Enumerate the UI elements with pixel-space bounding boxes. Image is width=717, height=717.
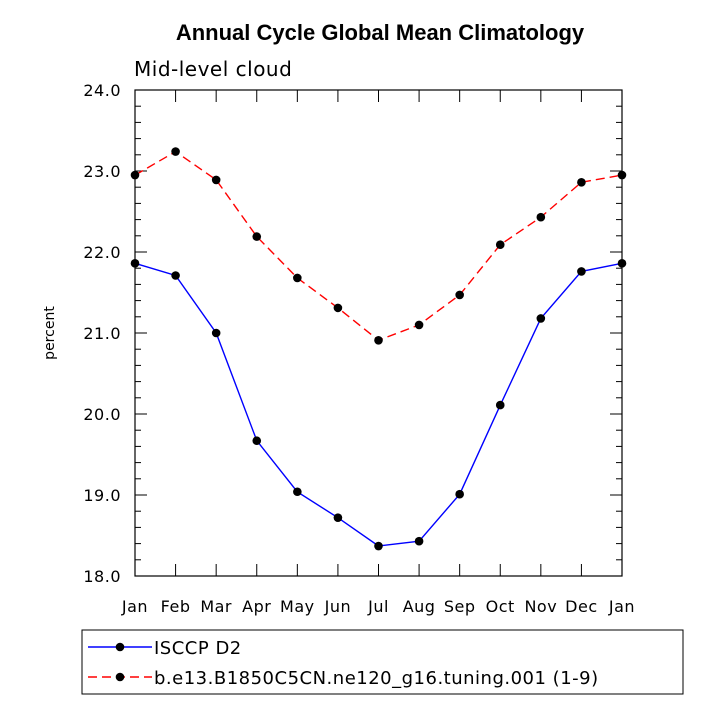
y-tick-label: 24.0 [83, 81, 121, 100]
x-tick-label: Jul [367, 597, 389, 616]
data-point [536, 212, 546, 222]
data-point [211, 175, 221, 185]
data-point [171, 147, 180, 156]
data-point [252, 232, 262, 241]
legend-marker [115, 642, 125, 652]
x-tick-label: Apr [242, 597, 271, 616]
data-point [293, 273, 302, 283]
legend-box [81, 629, 684, 695]
y-tick-label: 18.0 [83, 567, 121, 586]
data-point [455, 489, 464, 499]
data-point [414, 320, 424, 330]
data-point [536, 314, 546, 323]
legend-marker [115, 672, 125, 682]
x-tick-label: May [280, 597, 315, 616]
data-point [293, 487, 302, 497]
data-point [333, 513, 343, 522]
x-tick-label: Feb [161, 597, 191, 616]
data-point [495, 400, 505, 410]
data-point [374, 541, 383, 551]
x-tick-label: Mar [200, 597, 232, 616]
data-point [211, 328, 221, 338]
series-line-2 [134, 150, 623, 342]
plot-area: 18.0 19.0 20.0 21.0 22.0 23.0 24.0 Jan Feb Mar Apr… [83, 81, 635, 616]
x-tick-label: Jan [121, 597, 148, 616]
x-tick-label: Oct [486, 597, 515, 616]
legend-label-2: b.e13.B1850C5CN.ne120_g16.tuning.001 (1-… [154, 668, 599, 689]
data-point [374, 335, 383, 345]
data-point [414, 536, 424, 546]
data-point [577, 267, 586, 276]
data-point [333, 303, 343, 313]
y-tick-label: 21.0 [83, 324, 121, 343]
legend-label-1: ISCCP D2 [154, 638, 242, 659]
data-point [617, 170, 627, 180]
data-point [617, 259, 627, 268]
data-point [130, 259, 140, 268]
data-point [455, 290, 464, 300]
plot-frame [134, 89, 623, 577]
y-tick-label: 22.0 [83, 243, 121, 262]
x-tick-label: Nov [524, 597, 557, 616]
x-tick-label: Dec [565, 597, 597, 616]
data-point [577, 178, 586, 187]
chart-subtitle: Mid-level cloud [134, 57, 292, 81]
x-tick-label: Jan [608, 597, 635, 616]
y-tick-label: 23.0 [83, 162, 121, 181]
data-point [252, 436, 262, 446]
y-axis-label: percent [42, 306, 58, 360]
chart-title: Annual Cycle Global Mean Climatology [176, 20, 585, 45]
series-line-1 [134, 262, 623, 547]
y-tick-label: 19.0 [83, 486, 121, 505]
x-tick-label: Aug [403, 597, 436, 616]
data-point [171, 271, 180, 280]
x-tick-label: Jun [324, 597, 352, 616]
data-point [495, 240, 505, 250]
data-point [130, 170, 140, 180]
x-tick-label: Sep [444, 597, 476, 616]
legend: ISCCP D2 b.e13.B1850C5CN.ne120_g16.tuning… [81, 629, 684, 695]
y-tick-label: 20.0 [83, 405, 121, 424]
